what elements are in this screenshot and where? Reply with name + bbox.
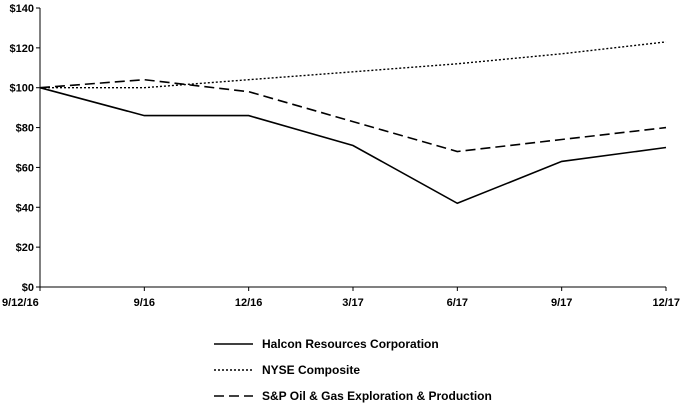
x-tick-label: 12/16	[235, 297, 263, 309]
x-tick-label: 6/17	[447, 297, 468, 309]
x-tick-label: 9/16	[134, 297, 155, 309]
x-tick-label: 12/17	[652, 297, 680, 309]
x-tick-label: 3/17	[342, 297, 363, 309]
y-tick-label: $140	[10, 3, 34, 15]
x-tick-label: 9/17	[551, 297, 572, 309]
y-tick-label: $0	[22, 282, 34, 294]
y-tick-label: $40	[16, 202, 34, 214]
y-axis-ticks: $0 $20 $40 $60 $80 $100 $120 $140	[10, 3, 40, 294]
y-tick-label: $120	[10, 43, 34, 55]
chart-axes	[39, 8, 666, 288]
series-line-1	[39, 86, 667, 205]
chart-series	[39, 41, 667, 205]
legend-label-2: NYSE Composite	[262, 363, 360, 377]
y-tick-label: $60	[16, 162, 34, 174]
series-line-2	[40, 41, 667, 89]
x-tick-label: 9/12/16	[2, 297, 39, 309]
y-tick-label: $100	[10, 83, 34, 95]
legend-label-1: Halcon Resources Corporation	[262, 337, 439, 351]
x-axis-ticks: 9/12/16 9/16 12/16 3/17 6/17 9/17 12/17	[2, 287, 680, 309]
chart-legend: Halcon Resources Corporation NYSE Composi…	[214, 337, 492, 403]
legend-label-3: S&P Oil & Gas Exploration & Production	[262, 389, 492, 403]
y-tick-label: $20	[16, 242, 34, 254]
series-line-3	[39, 78, 667, 153]
y-tick-label: $80	[16, 123, 34, 135]
